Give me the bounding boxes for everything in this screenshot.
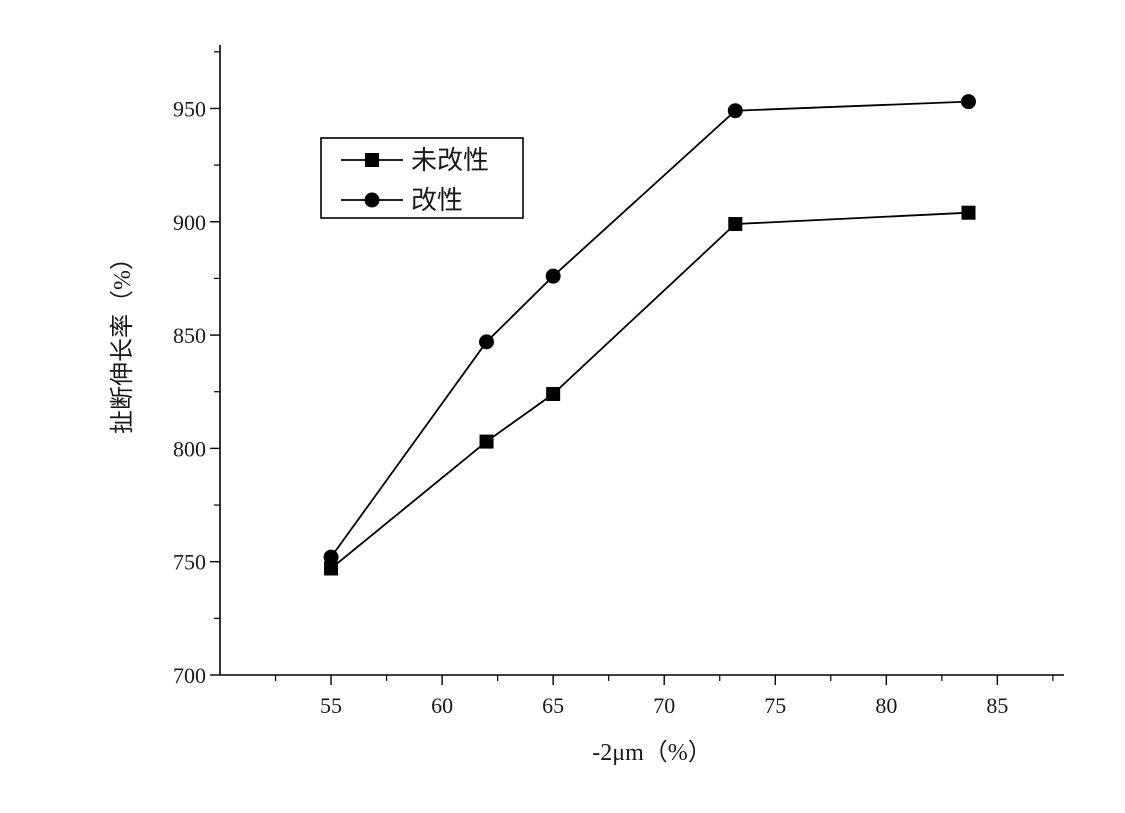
x-tick-label: 70 <box>653 693 675 718</box>
data-point <box>323 549 339 565</box>
series-line <box>330 211 969 570</box>
x-tick-label: 85 <box>986 693 1008 718</box>
y-axis-title: 扯断伸长率（%） <box>109 246 136 434</box>
data-point <box>545 268 561 284</box>
x-tick-label: 80 <box>875 693 897 718</box>
y-tick-label: 750 <box>173 550 206 575</box>
y-tick-label: 700 <box>173 663 206 688</box>
series-layer <box>323 94 976 576</box>
x-axis-ticks: 55 60 65 70 75 80 85 <box>274 675 1054 718</box>
series-modified <box>323 94 976 565</box>
y-tick-label: 950 <box>173 96 206 121</box>
legend-box <box>320 137 524 219</box>
y-tick-label: 900 <box>173 210 206 235</box>
data-point <box>479 334 495 350</box>
data-point <box>961 205 976 220</box>
data-point <box>324 561 339 576</box>
y-axis-ticks: 700 750 800 850 900 950 <box>173 51 220 688</box>
data-point <box>960 94 976 110</box>
x-tick-label: 65 <box>542 693 564 718</box>
axes <box>219 45 1064 676</box>
data-point <box>546 386 561 401</box>
series-unmodified <box>324 205 976 576</box>
y-tick-label: 850 <box>173 323 206 348</box>
x-tick-label: 55 <box>320 693 342 718</box>
data-point <box>728 217 743 232</box>
x-tick-label: 60 <box>431 693 453 718</box>
legend-marker <box>364 192 380 208</box>
data-point <box>727 103 743 119</box>
data-point <box>479 434 494 449</box>
legend-label: 改性 <box>411 186 463 216</box>
y-tick-label: 800 <box>173 436 206 461</box>
legend-marker <box>365 153 379 167</box>
legend-label: 未改性 <box>411 146 489 176</box>
x-tick-label: 75 <box>764 693 786 718</box>
x-axis-title: -2μm（%） <box>592 740 712 766</box>
